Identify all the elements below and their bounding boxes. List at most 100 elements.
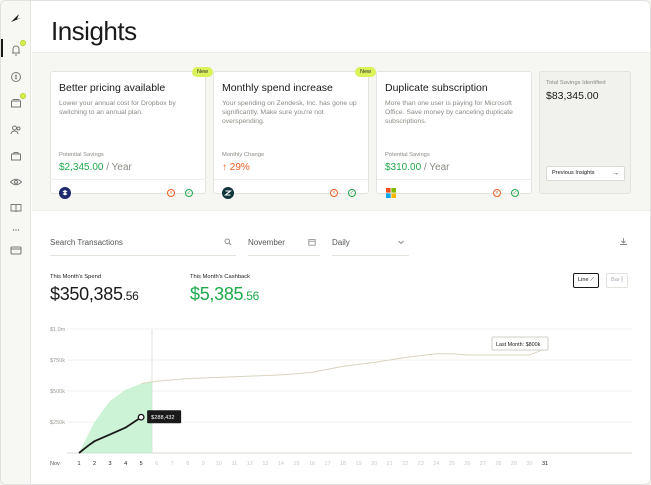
x-tick-label: 7 (171, 461, 174, 467)
more-icon[interactable] (9, 223, 23, 237)
spend-chart: $1.0m $750k $500k $250k $288,432 Last Month: … (32, 319, 650, 469)
current-point (137, 413, 145, 421)
microsoft-logo-icon (386, 188, 396, 198)
this-month-line (78, 416, 142, 454)
x-tick-label: 9 (202, 461, 205, 467)
x-tick-label: 28 (495, 461, 501, 467)
accept-icon[interactable]: ✓ (511, 189, 519, 197)
x-tick-label: 26 (464, 461, 470, 467)
x-tick-label: 12 (247, 461, 253, 467)
card-amount: ↑ 29% (222, 162, 250, 173)
dismiss-icon[interactable]: × (493, 189, 501, 197)
stack-icon[interactable] (9, 93, 26, 110)
card-amount: $2,345.00 (59, 162, 104, 173)
accept-icon[interactable]: ✓ (185, 189, 193, 197)
x-tick-label: 1 (77, 461, 80, 467)
card-label: Monthly Change (222, 152, 265, 158)
x-tick-label: 25 (449, 461, 455, 467)
sidebar (1, 1, 31, 484)
x-tick-label: 16 (309, 461, 315, 467)
y-tick-label: $500k (50, 389, 65, 395)
insight-card-pricing[interactable]: New Better pricing available Lower your … (50, 67, 213, 199)
month-value: November (248, 238, 285, 247)
x-tick-label: 11 (231, 461, 237, 467)
last-month-annotation-box (491, 336, 549, 351)
dropbox-logo-icon (59, 187, 71, 199)
x-tick-label: 17 (324, 461, 330, 467)
active-indicator (1, 39, 3, 57)
x-tick-label: 31 (542, 461, 548, 467)
line-chart-icon: ⟋ (590, 277, 595, 283)
previous-insights-button[interactable]: Previous Insights → (546, 166, 625, 181)
bell-icon[interactable] (9, 40, 26, 57)
x-tick-label: 21 (387, 461, 393, 467)
arrow-right-icon: → (612, 170, 619, 177)
x-tick-label: 15 (293, 461, 299, 467)
card-suffix: / Year (421, 162, 450, 173)
chart-svg: $1.0m $750k $500k $250k $288,432 Last Month: … (50, 327, 632, 467)
interval-select[interactable]: Daily (332, 231, 409, 256)
interval-value: Daily (332, 238, 350, 247)
x-tick-label: 10 (216, 461, 222, 467)
cashback-amount: $5,385 (190, 284, 244, 304)
cashback-label: This Month's Cashback (190, 274, 251, 280)
logo-icon[interactable] (9, 11, 23, 25)
page-title: Insights (51, 16, 137, 46)
filter-bar: Search Transactions November Daily (32, 231, 650, 257)
insight-cards: New Better pricing available Lower your … (32, 53, 650, 211)
new-badge: New (354, 67, 376, 77)
card-description: Lower your annual cost for Dropbox by sw… (59, 100, 176, 116)
month-picker[interactable]: November (248, 231, 320, 256)
x-tick-label: 30 (526, 461, 532, 467)
tooltip-value: $288,432 (151, 415, 174, 421)
book-icon[interactable] (9, 201, 23, 215)
x-tick-label: 20 (371, 461, 377, 467)
total-savings-card: Total Savings Identified $83,345.00 Prev… (539, 71, 631, 194)
last-month-annotation: Last Month: $800k (496, 342, 541, 348)
previous-insights-label: Previous Insights (552, 170, 595, 176)
total-savings-label: Total Savings Identified (546, 80, 606, 86)
card-description: More than one user is paying for Microso… (385, 100, 513, 125)
card-description: Your spending on Zendesk, Inc. has gone … (222, 100, 357, 125)
card-label: Potential Savings (385, 152, 430, 158)
cashback-area (79, 381, 153, 453)
card-amount: $310.00 (385, 162, 422, 173)
insight-card-duplicate[interactable]: Duplicate subscription More than one use… (376, 71, 532, 198)
card-icon[interactable] (9, 243, 23, 257)
card-label: Potential Savings (59, 152, 104, 158)
briefcase-icon[interactable] (9, 149, 23, 163)
card-value: $310.00 / Year (385, 162, 450, 173)
line-toggle-button[interactable]: Line ⟋ (573, 273, 600, 288)
spend-cents: .56 (122, 289, 139, 303)
spend-value: $350,385.56 (50, 284, 139, 305)
spend-label: This Month's Spend (50, 274, 102, 280)
card-title: Duplicate subscription (385, 82, 488, 94)
x-tick-label: 13 (262, 461, 268, 467)
card-title: Monthly spend increase (222, 82, 333, 94)
spend-amount: $350,385 (50, 284, 123, 304)
x-tick-label: 8 (186, 461, 189, 467)
insight-card-spend[interactable]: New Monthly spend increase Your spending… (213, 67, 376, 199)
download-icon[interactable] (619, 237, 628, 246)
notification-dot (20, 40, 26, 46)
total-savings-value: $83,345.00 (546, 90, 599, 102)
tooltip-box (147, 410, 182, 424)
search-input[interactable]: Search Transactions (50, 231, 236, 256)
bar-chart-icon: ⫿ (621, 277, 624, 283)
new-badge: New (191, 67, 213, 77)
y-tick-label: $1.0m (50, 327, 66, 333)
dollar-icon[interactable] (9, 70, 23, 84)
dismiss-icon[interactable]: × (167, 189, 175, 197)
eye-icon[interactable] (9, 175, 23, 189)
users-icon[interactable] (9, 123, 23, 137)
y-tick-label: $250k (50, 420, 65, 426)
bar-toggle-button[interactable]: Bar ⫿ (606, 273, 629, 288)
accept-icon[interactable]: ✓ (348, 189, 356, 197)
month-label: Nov (50, 461, 60, 467)
chevron-down-icon (397, 238, 405, 246)
card-title: Better pricing available (59, 82, 166, 94)
y-tick-label: $750k (50, 358, 65, 364)
dismiss-icon[interactable]: × (330, 189, 338, 197)
x-tick-label: 18 (340, 461, 346, 467)
